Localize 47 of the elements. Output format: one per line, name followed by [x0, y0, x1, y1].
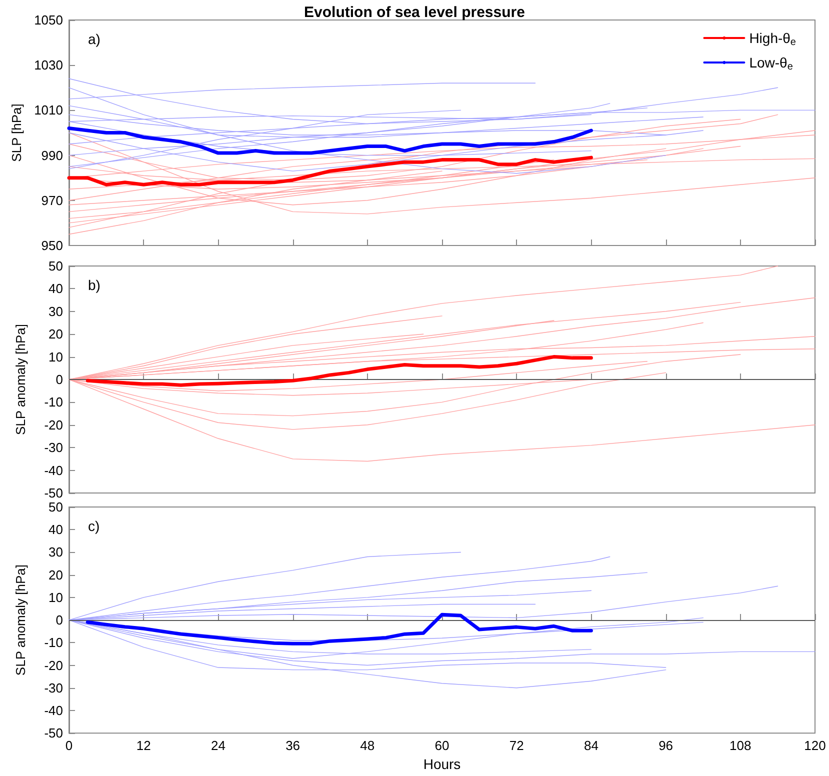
- annotation: b): [88, 277, 100, 293]
- y-axis-title: SLP anomaly [hPa]: [13, 324, 28, 436]
- y-tick-label: 40: [48, 522, 63, 538]
- y-tick-label: -50: [44, 486, 63, 500]
- x-tick-label: 36: [286, 738, 300, 754]
- y-tick-label: 30: [48, 544, 63, 560]
- y-tick-label: 50: [48, 500, 63, 514]
- y-tick-label: 0: [56, 372, 63, 387]
- x-tick-label: 60: [434, 738, 450, 754]
- y-tick-label: 20: [48, 326, 63, 342]
- y-tick-label: -50: [44, 726, 63, 741]
- y-tick-label: -40: [44, 462, 63, 478]
- y-tick-label: -30: [44, 680, 63, 696]
- y-tick-label: 990: [41, 148, 63, 163]
- y-tick-label: 970: [41, 192, 63, 208]
- y-tick-label: 10: [48, 590, 63, 605]
- y-tick-label: -20: [44, 658, 63, 673]
- x-tick-label: 12: [136, 738, 151, 754]
- y-tick-label: 40: [48, 281, 63, 296]
- y-tick-label: 20: [48, 567, 63, 582]
- y-tick-label: -40: [44, 702, 63, 718]
- y-tick-label: 10: [48, 349, 63, 364]
- y-tick-label: 950: [41, 238, 63, 253]
- x-tick-label: 120: [804, 738, 826, 754]
- y-tick-label: -30: [44, 440, 63, 456]
- y-tick-label: 50: [48, 258, 63, 274]
- y-axis-title: SLP [hPa]: [9, 104, 24, 162]
- y-tick-label: 30: [48, 304, 63, 319]
- y-tick-label: 1050: [34, 12, 63, 28]
- chart-title: Evolution of sea level pressure: [304, 4, 525, 21]
- x-tick-label: 48: [360, 738, 375, 754]
- y-tick-label: -10: [44, 394, 63, 410]
- y-tick-label: 0: [56, 612, 63, 628]
- x-tick-label: 0: [65, 738, 73, 754]
- x-tick-label: 96: [658, 738, 674, 754]
- x-tick-label: 24: [210, 738, 226, 754]
- annotation: c): [88, 518, 100, 534]
- y-tick-label: -10: [44, 635, 63, 650]
- x-axis-title: Hours: [423, 756, 461, 772]
- annotation: a): [88, 31, 100, 47]
- y-tick-label: 1030: [34, 58, 63, 73]
- x-tick-label: 108: [730, 738, 752, 754]
- y-tick-label: -20: [44, 417, 63, 432]
- y-tick-label: 1010: [34, 102, 63, 118]
- x-tick-label: 84: [584, 738, 598, 754]
- x-tick-label: 72: [509, 738, 524, 754]
- y-axis-title: SLP anomaly [hPa]: [13, 564, 28, 676]
